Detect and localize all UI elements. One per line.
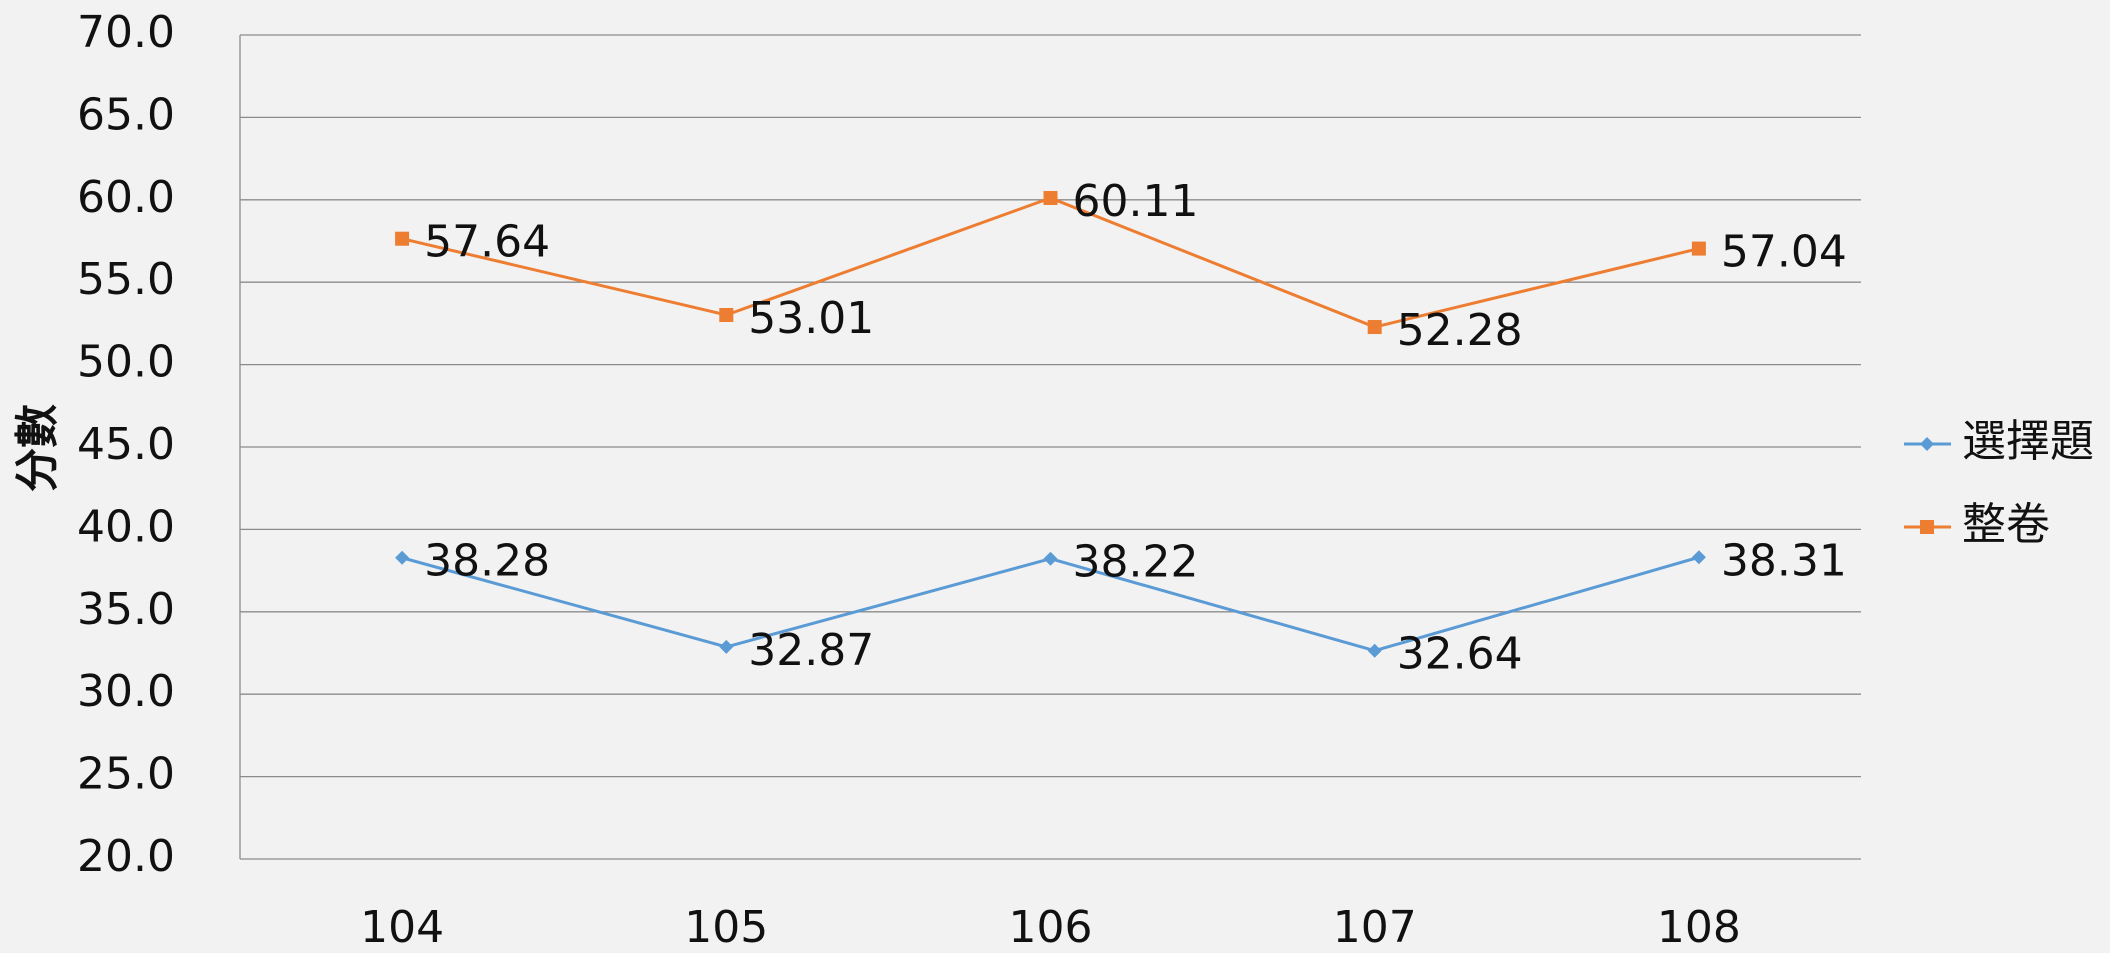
y-axis-title: 分數 <box>12 404 63 492</box>
legend-label: 選擇題 <box>1962 416 2094 467</box>
data-label: 32.87 <box>748 625 874 676</box>
data-label: 38.28 <box>424 536 550 587</box>
data-point <box>1368 320 1382 334</box>
y-tick-label: 50.0 <box>77 337 175 388</box>
data-label: 52.28 <box>1397 305 1523 356</box>
x-tick-label: 108 <box>1657 902 1741 953</box>
data-label: 57.64 <box>424 217 550 268</box>
x-tick-label: 105 <box>684 902 768 953</box>
y-tick-label: 20.0 <box>77 831 175 882</box>
data-point <box>719 308 733 322</box>
x-tick-label: 106 <box>1009 902 1093 953</box>
y-tick-label: 30.0 <box>77 666 175 717</box>
legend-marker <box>1920 520 1934 534</box>
data-point <box>1692 242 1706 256</box>
y-tick-label: 70.0 <box>77 7 175 58</box>
data-label: 38.22 <box>1073 537 1199 588</box>
data-label: 32.64 <box>1397 629 1523 680</box>
data-label: 38.31 <box>1721 535 1847 586</box>
y-tick-label: 60.0 <box>77 172 175 223</box>
data-label: 53.01 <box>748 293 874 344</box>
y-tick-label: 35.0 <box>77 584 175 635</box>
x-tick-label: 104 <box>360 902 444 953</box>
y-tick-label: 25.0 <box>77 749 175 800</box>
data-label: 57.04 <box>1721 227 1847 278</box>
legend-label: 整卷 <box>1962 499 2050 550</box>
data-point <box>1044 191 1058 205</box>
y-tick-label: 55.0 <box>77 254 175 305</box>
y-tick-label: 65.0 <box>77 89 175 140</box>
y-tick-label: 40.0 <box>77 501 175 552</box>
background <box>0 0 2110 953</box>
x-tick-label: 107 <box>1333 902 1417 953</box>
data-point <box>395 232 409 246</box>
data-label: 60.11 <box>1073 176 1199 227</box>
y-tick-label: 45.0 <box>77 419 175 470</box>
chart: 分數 20.0 25.0 30.0 35.0 40.0 45.0 50.0 55.0 60.0 6… <box>0 0 2110 953</box>
